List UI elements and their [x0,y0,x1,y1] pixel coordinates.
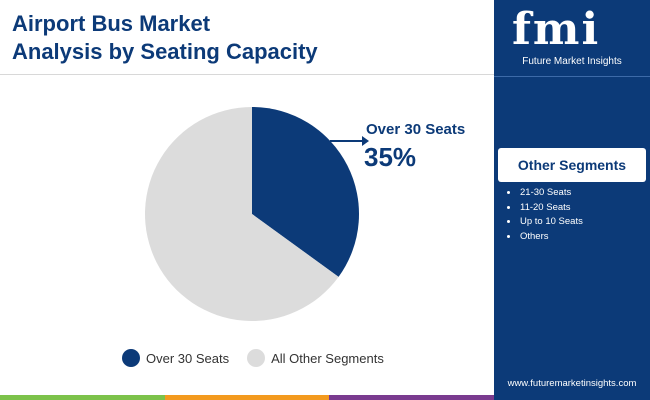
color-bar [0,395,495,400]
callout-label: Over 30 Seats [366,121,466,138]
segment-item: Up to 10 Seats [506,216,583,231]
other-segments-list: 21-30 Seats 11-20 Seats Up to 10 Seats O… [506,187,583,245]
color-bar-purple [329,395,495,400]
legend-swatch-all-other-segments [247,349,266,367]
logo-text: Future Market Insights [522,56,622,67]
legend-item-over-30-seats: Over 30 Seats [122,349,229,367]
legend-swatch-over-30-seats [122,349,140,367]
chart-title: Airport Bus Market Analysis by Seating C… [12,10,482,66]
legend-item-all-other-segments: All Other Segments [247,349,384,367]
chart-legend: Over 30 Seats All Other Segments [122,347,384,369]
pie-slice-all-other-segments [144,107,339,321]
pie-slices [144,107,359,321]
segment-item: Others [506,231,583,246]
website-link[interactable]: www.futuremarketinsights.com [507,378,637,389]
title-divider [0,74,494,75]
legend-label-over-30-seats: Over 30 Seats [146,350,230,366]
sidebar-divider [494,76,650,77]
color-bar-green [0,395,165,400]
legend-label-all-other-segments: All Other Segments [271,350,384,366]
callout-value: 35% [364,142,417,172]
other-segments-title: Other Segments [517,157,627,173]
segment-item: 21-30 Seats [506,187,583,202]
other-segments-header: Other Segments [498,148,646,182]
segment-item: 11-20 Seats [506,202,583,217]
logo-mark: fmi [512,4,601,55]
color-bar-orange [164,395,330,400]
chart-title-line-1: Airport Bus Market [12,11,211,36]
pie-slice-over-30-seats [252,107,359,277]
sidebar: fmi Future Market Insights Other Segment… [494,0,650,400]
chart-title-line-2: Analysis by Seating Capacity [12,39,318,64]
callout-arrowhead [362,136,369,146]
pie-chart [144,107,369,321]
fmi-logo: fmi Future Market Insights [494,0,650,76]
